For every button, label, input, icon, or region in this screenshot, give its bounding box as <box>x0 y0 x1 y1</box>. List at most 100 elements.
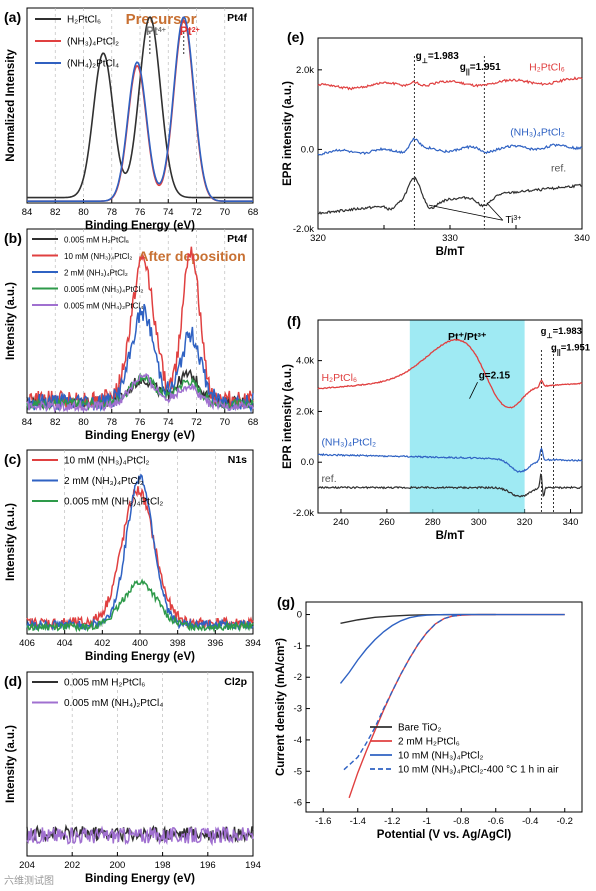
series-line <box>26 372 254 414</box>
x-tick-label: 204 <box>19 860 35 871</box>
panel-tag: Cl2p <box>224 676 247 688</box>
x-tick-label: 406 <box>19 638 35 649</box>
x-axis-label: B/mT <box>436 246 465 258</box>
legend-entry: 2 mM H₂PtCl₆ <box>398 737 460 748</box>
ti3-arrow <box>428 204 503 221</box>
panel-f: 240 260 280 300 320 340 -2.0k 0.0 2.0k 4.0k B/mT EP… <box>282 313 591 542</box>
x-tick-label: 82 <box>50 207 61 218</box>
panel-e: 320 330 340 -2.0k 0.0 2.0k B/mT EPR intensity (… <box>282 29 590 258</box>
x-tick-label: 84 <box>22 207 33 218</box>
x-tick-label: 70 <box>219 207 230 218</box>
x-axis-label: Binding Energy (eV) <box>85 651 195 663</box>
plot-frame <box>305 601 583 813</box>
y-tick-label: -6 <box>294 798 302 809</box>
x-tick-label: 78 <box>106 417 117 428</box>
y-tick-label: 4.0k <box>296 356 314 367</box>
peak-annotation: Pt4+ <box>146 24 166 38</box>
series-label: H₂PtCl₆ <box>529 62 565 74</box>
series-label: (NH₃)₄PtCl₂ <box>510 126 565 138</box>
panel-c: 406 404 402 400 398 396 394 Binding Energy (eV)… <box>4 449 261 663</box>
x-tick-label: 76 <box>135 417 146 428</box>
plot-frame <box>317 319 583 514</box>
x-tick-label: 200 <box>109 860 125 871</box>
panel-label: (f) <box>287 313 301 329</box>
panel-label: (e) <box>287 29 304 45</box>
legend-entry: (NH₄)₂PtCl₄ <box>67 59 119 70</box>
legend-entry: 0.005 mM (NH₄)₂PtCl₄ <box>64 698 163 709</box>
series-line <box>317 473 583 498</box>
y-tick-label: -2 <box>294 672 302 683</box>
panel-label: (d) <box>4 673 22 689</box>
y-tick-label: 0.0 <box>301 144 314 155</box>
x-tick-label: -1.2 <box>384 816 400 827</box>
series-line <box>317 338 583 409</box>
series-line <box>339 613 565 684</box>
x-tick-label: 72 <box>191 417 202 428</box>
series-line <box>27 16 253 202</box>
legend-entry: 2 mM (NH₃)₄PtCl₂ <box>64 476 144 487</box>
legend-entry: 10 mM (NH₃)₄PtCl₂ <box>64 252 132 261</box>
panel-label: (c) <box>4 451 21 467</box>
x-tick-label: 396 <box>207 638 223 649</box>
legend-entry: 0.005 mM H₂PtCl₆ <box>64 678 145 689</box>
x-tick-label: 400 <box>132 638 148 649</box>
y-tick-label: 2.0k <box>296 406 314 417</box>
legend-entry: 0.005 mM (NH₃)₄PtCl₂ <box>64 497 163 508</box>
y-axis-label: EPR intensity (a.u.) <box>282 364 294 469</box>
y-tick-label: 2.0k <box>296 65 314 76</box>
series-line <box>343 614 462 771</box>
legend-entry: 10 mM (NH₃)₄PtCl₂-400 °C 1 h in air <box>398 765 559 776</box>
panel-tag: N1s <box>228 454 247 466</box>
panel-label: (b) <box>4 230 22 246</box>
x-axis-label: B/mT <box>436 530 465 542</box>
series-label: (NH₃)₄PtCl₂ <box>321 437 376 449</box>
series-label: ref. <box>321 473 336 485</box>
x-tick-label: 330 <box>442 233 458 244</box>
y-tick-label: -2.0k <box>293 508 314 519</box>
x-tick-label: 340 <box>563 517 579 528</box>
x-tick-label: 402 <box>94 638 110 649</box>
x-tick-label: 320 <box>310 233 326 244</box>
g-factor-label: g=2.15 <box>479 370 511 381</box>
x-tick-label: 194 <box>245 860 261 871</box>
y-axis-label: Intensity (a.u.) <box>5 725 17 803</box>
y-tick-label: -1 <box>294 641 302 652</box>
x-tick-label: -0.2 <box>557 816 573 827</box>
series-line <box>27 16 253 199</box>
g-factor-label: g||=1.951 <box>551 342 591 356</box>
watermark: 六维测试图 <box>4 876 54 887</box>
x-tick-label: 198 <box>155 860 171 871</box>
panel-label: (a) <box>4 9 21 25</box>
x-tick-label: 70 <box>219 417 230 428</box>
y-axis-label: Intensity (a.u.) <box>5 503 17 581</box>
y-axis-label: Intensity (a.u.) <box>5 282 17 360</box>
series-label: ref. <box>551 163 566 175</box>
legend-entry: 0.005 mM H₂PtCl₆ <box>64 236 129 245</box>
g-factor-label: g⊥=1.983 <box>541 326 582 340</box>
x-tick-label: 240 <box>333 517 349 528</box>
panel-g: -1.6 -1.4 -1.2 -1 -0.8 -0.6 -0.4 -0.2 -6 -5 -4 -3 -2… <box>275 594 583 841</box>
x-tick-label: 404 <box>57 638 73 649</box>
panel-tag: Pt4f <box>227 233 247 245</box>
series-line <box>317 76 583 91</box>
legend-entry: 10 mM (NH₃)₄PtCl₂ <box>64 456 149 467</box>
y-tick-label: 0 <box>297 610 302 621</box>
x-tick-label: 72 <box>191 207 202 218</box>
y-axis-label: EPR intensity (a.u.) <box>282 81 294 186</box>
g-factor-label: g||=1.951 <box>460 62 501 76</box>
y-tick-label: -4 <box>294 735 302 746</box>
x-tick-label: 202 <box>64 860 80 871</box>
x-tick-label: 394 <box>245 638 261 649</box>
x-axis-label: Potential (V vs. Ag/AgCl) <box>377 829 512 841</box>
x-tick-label: 196 <box>200 860 216 871</box>
x-tick-label: -0.6 <box>488 816 504 827</box>
legend-entry: (NH₃)₄PtCl₂ <box>67 37 119 48</box>
y-tick-label: 0.0 <box>301 457 314 468</box>
series-line <box>26 578 254 633</box>
x-tick-label: -1 <box>423 816 431 827</box>
x-axis-label: Binding Energy (eV) <box>85 873 195 885</box>
panel-title: Precursor <box>126 11 197 28</box>
x-tick-label: 260 <box>379 517 395 528</box>
